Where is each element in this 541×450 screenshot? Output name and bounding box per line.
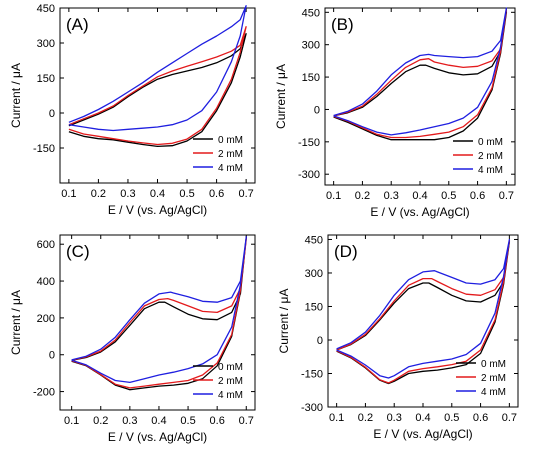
series-line-2: [71, 236, 247, 384]
x-tick-label: 0.1: [64, 415, 79, 427]
x-axis-label: E / V (vs. Ag/AgCl): [373, 427, 472, 441]
x-tick-label: 0.4: [150, 188, 165, 200]
y-tick-label: 300: [305, 268, 323, 280]
y-tick-label: 400: [37, 276, 55, 288]
legend-label: 2 mM: [218, 376, 243, 387]
x-tick-label: 0.4: [415, 412, 430, 424]
x-tick-label: 0.2: [358, 412, 373, 424]
y-tick-label: 150: [302, 72, 320, 84]
legend-label: 4 mM: [218, 390, 243, 401]
y-tick-label: 0: [49, 350, 55, 362]
y-tick-label: -300: [298, 169, 320, 181]
x-tick-label: 0.6: [473, 412, 488, 424]
y-tick-label: 600: [37, 239, 55, 251]
panel-label: (D): [334, 242, 358, 261]
y-tick-label: 150: [305, 301, 323, 313]
legend-label: 2 mM: [218, 149, 243, 160]
legend-label: 0 mM: [478, 137, 503, 148]
y-tick-label: 450: [305, 234, 323, 246]
y-tick-label: -200: [33, 387, 55, 399]
x-tick-label: 0.5: [179, 188, 194, 200]
x-axis-label: E / V (vs. Ag/AgCl): [108, 430, 207, 444]
x-tick-label: 0.3: [387, 412, 402, 424]
chart-panel-4: 0.1 0.2 0.3 0.4 0.5 0.6 0.7 450 300 150 0 -150 -300 E…: [277, 234, 519, 441]
series-line-1: [333, 9, 508, 139]
series-line-0: [68, 33, 247, 148]
x-axis-label: E / V (vs. Ag/AgCl): [370, 205, 469, 219]
y-tick-label: -150: [301, 368, 323, 380]
y-tick-label: 300: [37, 38, 55, 50]
y-axis-label: Current / μA: [277, 289, 291, 354]
x-tick-label: 0.2: [93, 415, 108, 427]
y-tick-label: 150: [37, 73, 55, 85]
panel-label: (B): [331, 15, 354, 34]
x-tick-label: 0.1: [326, 190, 341, 202]
x-axis-label: E / V (vs. Ag/AgCl): [108, 203, 207, 217]
x-tick-label: 0.4: [151, 415, 166, 427]
series-line-2: [333, 7, 508, 136]
plot-frame: [59, 234, 256, 411]
chart-panel-2: 0.1 0.2 0.3 0.4 0.5 0.6 0.7 450 300 150 0 -150 -300 E…: [274, 7, 516, 219]
x-tick-label: 0.2: [355, 190, 370, 202]
series-line-2: [68, 5, 247, 132]
y-axis-label: Current / μA: [274, 64, 288, 129]
chart-panel-1: 0.1 0.2 0.3 0.4 0.5 0.6 0.7 450 300 150 0 -150 E / V…: [9, 3, 256, 217]
legend-label: 0 mM: [481, 359, 506, 370]
x-tick-label: 0.6: [210, 415, 225, 427]
legend-label: 2 mM: [478, 151, 503, 162]
y-tick-label: 0: [49, 108, 55, 120]
legend-label: 4 mM: [218, 163, 243, 174]
series-line-2: [336, 238, 511, 379]
y-tick-label: 300: [302, 40, 320, 52]
x-tick-label: 0.3: [120, 188, 135, 200]
y-tick-label: -300: [301, 402, 323, 414]
x-tick-label: 0.3: [122, 415, 137, 427]
x-tick-label: 0.5: [180, 415, 195, 427]
y-tick-label: 0: [314, 104, 320, 116]
legend-label: 4 mM: [481, 387, 506, 398]
x-tick-label: 0.5: [444, 412, 459, 424]
x-tick-label: 0.5: [441, 190, 456, 202]
series-line-0: [333, 11, 508, 141]
y-tick-label: 200: [37, 313, 55, 325]
legend-label: 0 mM: [218, 135, 243, 146]
legend-label: 0 mM: [218, 362, 243, 373]
x-tick-label: 0.3: [384, 190, 399, 202]
y-tick-label: 450: [302, 7, 320, 19]
y-axis-label: Current / μA: [9, 290, 23, 355]
y-tick-label: 450: [37, 3, 55, 15]
panel-label: (A): [66, 15, 89, 34]
x-tick-label: 0.2: [91, 188, 106, 200]
chart-panel-3: 0.1 0.2 0.3 0.4 0.5 0.6 0.7 600 400 200 0 -200 E / V…: [9, 234, 256, 444]
y-tick-label: 0: [317, 335, 323, 347]
legend-label: 2 mM: [481, 373, 506, 384]
panel-label: (C): [66, 242, 90, 261]
x-tick-label: 0.6: [470, 190, 485, 202]
y-tick-label: -150: [298, 137, 320, 149]
legend-label: 4 mM: [478, 165, 503, 176]
x-tick-label: 0.1: [61, 188, 76, 200]
x-tick-label: 0.7: [239, 415, 254, 427]
x-tick-label: 0.7: [238, 188, 253, 200]
x-tick-label: 0.1: [329, 412, 344, 424]
x-tick-label: 0.6: [209, 188, 224, 200]
x-tick-label: 0.7: [502, 412, 517, 424]
x-tick-label: 0.7: [499, 190, 514, 202]
y-tick-label: -150: [33, 143, 55, 155]
x-tick-label: 0.4: [412, 190, 427, 202]
y-axis-label: Current / μA: [9, 63, 23, 128]
series-line-1: [68, 26, 247, 146]
